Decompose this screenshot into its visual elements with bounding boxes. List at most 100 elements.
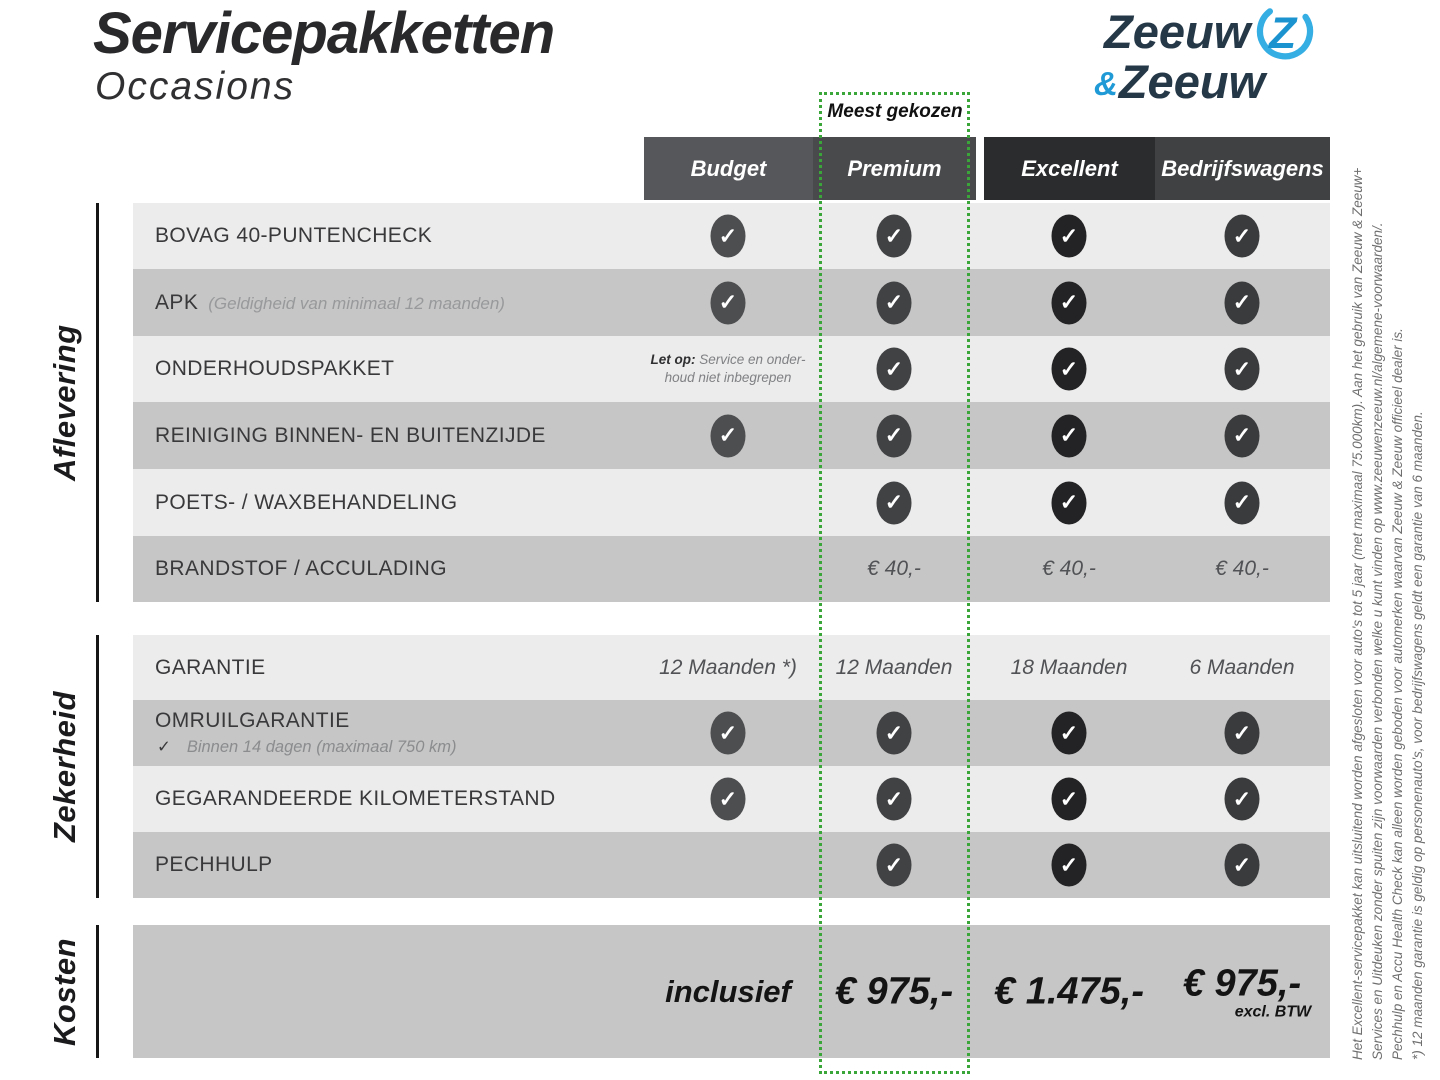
check-icon: ✓ bbox=[1051, 481, 1087, 524]
disclaimer-line-4: *) 12 maanden garantie is geldig op pers… bbox=[1410, 411, 1425, 1060]
check-icon: ✓ bbox=[876, 347, 912, 391]
column-header-label: Excellent bbox=[1021, 155, 1118, 181]
cost-value: € 975,- bbox=[835, 970, 953, 1013]
checkmark-glyph: ✓ bbox=[1232, 356, 1252, 381]
row-omruilgarantie: OMRUILGARANTIE ✓ Binnen 14 dagen (maximaal… bbox=[133, 700, 1330, 766]
checkmark-glyph: ✓ bbox=[1232, 489, 1252, 515]
row-label: BOVAG 40-PUNTENCHECK bbox=[155, 224, 433, 247]
checkmark-glyph: ✓ bbox=[718, 720, 738, 745]
checkmark-glyph: ✓ bbox=[884, 489, 904, 515]
checkmark-glyph: ✓ bbox=[718, 289, 738, 315]
row-poets-waxbehandeling: POETS- / WAXBEHANDELING ✓ ✓ ✓ bbox=[133, 469, 1330, 536]
cost-value: € 1.475,- bbox=[994, 970, 1144, 1013]
check-icon: ✓ bbox=[876, 281, 912, 324]
check-icon: ✓ bbox=[876, 214, 912, 258]
logo-line-2: &Zeeuw bbox=[1094, 58, 1354, 105]
check-icon: ✓ bbox=[1224, 711, 1260, 755]
checkmark-glyph: ✓ bbox=[1232, 852, 1252, 877]
column-header-premium: Premium bbox=[813, 137, 976, 200]
checkmark-glyph: ✓ bbox=[718, 422, 738, 448]
check-icon: ✓ bbox=[876, 777, 912, 821]
checkmark-glyph: ✓ bbox=[884, 720, 904, 745]
checkmark-glyph: ✓ bbox=[1059, 289, 1079, 315]
check-icon: ✓ bbox=[1051, 347, 1087, 391]
checkmark-glyph: ✓ bbox=[1059, 720, 1079, 745]
row-label: PECHHULP bbox=[155, 853, 273, 876]
svg-text:Z: Z bbox=[1267, 9, 1298, 58]
logo-ampersand: & bbox=[1094, 65, 1118, 102]
checkmark-glyph: ✓ bbox=[718, 786, 738, 811]
check-icon: ✓ bbox=[1051, 777, 1087, 821]
check-icon: ✓ bbox=[710, 777, 746, 821]
check-icon: ✓ bbox=[1051, 414, 1087, 457]
section-line-aflevering bbox=[96, 203, 99, 602]
cell-value: € 40,- bbox=[1042, 557, 1096, 580]
page-subtitle: Occasions bbox=[95, 64, 296, 108]
check-icon: ✓ bbox=[1224, 414, 1260, 457]
cell-value: 12 Maanden bbox=[835, 655, 953, 679]
cell-value: € 40,- bbox=[867, 557, 921, 580]
check-icon: ✓ bbox=[876, 843, 912, 887]
zeeuw-en-zeeuw-logo: Zeeuw Z &Zeeuw bbox=[1094, 3, 1354, 105]
section-line-zekerheid bbox=[96, 635, 99, 898]
checkmark-glyph: ✓ bbox=[1232, 720, 1252, 745]
cell-value: 6 Maanden bbox=[1189, 655, 1295, 679]
checkmark-glyph: ✓ bbox=[884, 852, 904, 877]
checkmark-glyph: ✓ bbox=[718, 223, 738, 248]
checkmark-glyph: ✓ bbox=[1059, 223, 1079, 248]
cell-value: € 40,- bbox=[1215, 557, 1269, 580]
checkmark-glyph: ✓ bbox=[884, 289, 904, 315]
row-subnote: ✓ Binnen 14 dagen (maximaal 750 km) bbox=[157, 738, 457, 756]
check-icon: ✓ bbox=[1224, 281, 1260, 324]
check-icon: ✓ bbox=[1224, 481, 1260, 524]
row-apk: APK (Geldigheid van minimaal 12 maanden) ✓… bbox=[133, 269, 1330, 336]
cost-text: € 975,- bbox=[1182, 962, 1302, 1004]
row-brandstof-acculading: BRANDSTOF / ACCULADING € 40,- € 40,- € 40,- bbox=[133, 536, 1330, 602]
row-kosten: inclusief € 975,- € 1.475,- € 975,- excl. BT… bbox=[133, 925, 1330, 1058]
checkmark-glyph: ✓ bbox=[884, 786, 904, 811]
checkmark-glyph: ✓ bbox=[884, 356, 904, 381]
row-bovag-40-puntencheck: BOVAG 40-PUNTENCHECK ✓ ✓ ✓ ✓ bbox=[133, 203, 1330, 269]
check-icon: ✓ bbox=[710, 414, 746, 457]
cost-text: € 1.475,- bbox=[994, 970, 1144, 1012]
check-icon: ✓ bbox=[876, 414, 912, 457]
row-label: APK (Geldigheid van minimaal 12 maanden) bbox=[155, 290, 505, 314]
check-icon: ✓ bbox=[1224, 214, 1260, 258]
checkmark-glyph: ✓ bbox=[1232, 289, 1252, 315]
cost-text: inclusief bbox=[665, 973, 791, 1009]
section-line-kosten bbox=[96, 925, 99, 1058]
row-label: REINIGING BINNEN- EN BUITENZIJDE bbox=[155, 423, 546, 447]
section-label-aflevering: Aflevering bbox=[47, 324, 82, 481]
checkmark-glyph: ✓ bbox=[1232, 422, 1252, 448]
check-icon: ✓ bbox=[1051, 281, 1087, 324]
row-label: GEGARANDEERDE KILOMETERSTAND bbox=[155, 787, 556, 810]
small-check-icon: ✓ bbox=[157, 738, 171, 756]
checkmark-glyph: ✓ bbox=[1059, 489, 1079, 515]
row-label: POETS- / WAXBEHANDELING bbox=[155, 490, 458, 514]
row-garantie: GARANTIE 12 Maanden *) 12 Maanden 18 Maande… bbox=[133, 635, 1330, 700]
check-icon: ✓ bbox=[1051, 843, 1087, 887]
column-header-label: Premium bbox=[847, 155, 942, 181]
row-label: GARANTIE bbox=[155, 655, 266, 679]
checkmark-glyph: ✓ bbox=[1232, 223, 1252, 248]
checkmark-glyph: ✓ bbox=[1059, 852, 1079, 877]
price-note: excl. BTW bbox=[1234, 1003, 1312, 1020]
checkmark-glyph: ✓ bbox=[1232, 786, 1252, 811]
disclaimer-text: Het Excellent-servicepakket kan uitsluit… bbox=[1348, 122, 1436, 1060]
cost-value: € 975,- excl. BTW bbox=[1182, 962, 1311, 1021]
cell-value: 12 Maanden *) bbox=[659, 655, 797, 679]
checkmark-glyph: ✓ bbox=[884, 422, 904, 448]
checkmark-glyph: ✓ bbox=[1059, 422, 1079, 448]
row-label: ONDERHOUDSPAKKET bbox=[155, 357, 395, 380]
column-header-label: Budget bbox=[690, 155, 767, 181]
disclaimer-line-1: Het Excellent-servicepakket kan uitsluit… bbox=[1350, 167, 1365, 1060]
section-label-kosten: Kosten bbox=[47, 937, 82, 1046]
logo-word-zeeuw: Zeeuw bbox=[1104, 5, 1251, 58]
disclaimer-line-3: Pechhulp en Accu Health Check kan alleen… bbox=[1390, 328, 1405, 1060]
check-icon: ✓ bbox=[1224, 843, 1260, 887]
row-sublabel: (Geldigheid van minimaal 12 maanden) bbox=[208, 293, 505, 313]
row-reiniging-binnen-en-buitenzijde: REINIGING BINNEN- EN BUITENZIJDE ✓ ✓ ✓ ✓ bbox=[133, 402, 1330, 469]
row-gegarandeerde-kilometerstand: GEGARANDEERDE KILOMETERSTAND ✓ ✓ ✓ ✓ bbox=[133, 766, 1330, 832]
column-header-excellent: Excellent bbox=[984, 137, 1155, 200]
